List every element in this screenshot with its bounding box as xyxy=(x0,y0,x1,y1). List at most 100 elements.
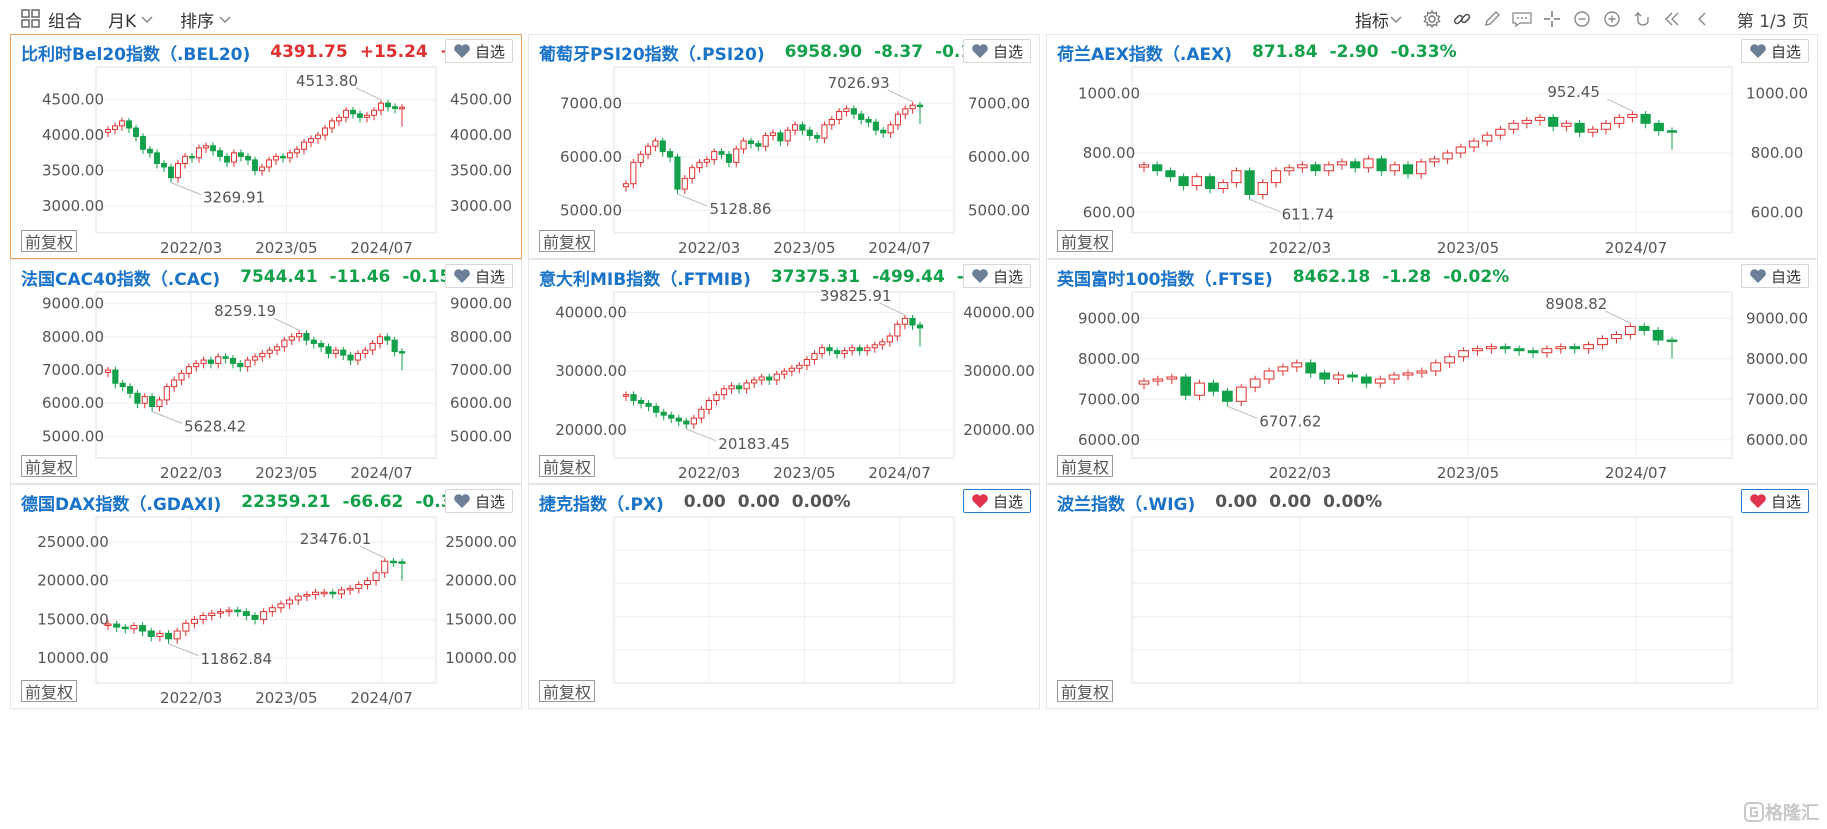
candlestick-chart[interactable] xyxy=(1047,485,1819,710)
price-adjust-button[interactable]: 前复权 xyxy=(539,680,596,702)
y-tick-label-left: 6000.00 xyxy=(560,148,622,166)
candle-body xyxy=(1534,116,1546,121)
sort-dropdown[interactable]: 排序 xyxy=(180,7,232,32)
watchlist-button[interactable]: 自选 xyxy=(445,489,513,513)
watchlist-button[interactable]: 自选 xyxy=(445,39,513,63)
candlestick-chart[interactable]: 10000.00 10000.00 15000.00 15000.00 20000.00… xyxy=(11,485,523,710)
pencil-icon[interactable] xyxy=(1479,6,1505,32)
chart-panel[interactable]: 葡萄牙PSI20指数（.PSI20)6958.90-8.37-0.12%自选50… xyxy=(528,34,1040,259)
panel-name[interactable]: 法国CAC40指数（.CAC) xyxy=(21,269,221,290)
panel-name[interactable]: 荷兰AEX指数（.AEX) xyxy=(1057,44,1232,65)
x-tick-label: 2022/03 xyxy=(160,689,222,707)
candle-body xyxy=(134,392,141,404)
candle-body xyxy=(372,572,380,582)
candle-body xyxy=(231,152,237,163)
panel-value: 871.84 xyxy=(1251,42,1318,62)
y-tick-label-left: 3000.00 xyxy=(42,197,104,215)
high-label: 952.45 xyxy=(1547,83,1600,101)
chart-panel[interactable]: 法国CAC40指数（.CAC) 7544.41 -11.46 -0.15% 自选 5000… xyxy=(10,259,522,484)
price-adjust-button[interactable]: 前复权 xyxy=(539,230,596,252)
candlestick-chart[interactable]: 5000.00 5000.00 6000.00 6000.00 7000.00 7000.… xyxy=(11,260,523,485)
panel-name[interactable]: 比利时Bel20指数（.BEL20) xyxy=(21,44,251,65)
price-adjust-button[interactable]: 前复权 xyxy=(1057,455,1114,477)
link-icon[interactable] xyxy=(1449,6,1475,32)
price-adjust-button[interactable]: 前复权 xyxy=(21,230,78,252)
candle-body xyxy=(879,341,886,346)
combo-button[interactable]: 组合 xyxy=(16,7,82,32)
grid-icon xyxy=(21,9,40,28)
panel-name[interactable]: 捷克指数（.PX) xyxy=(539,494,664,515)
panel-name[interactable]: 波兰指数（.WIG) xyxy=(1057,494,1196,515)
candle-body xyxy=(139,625,147,632)
candle-body xyxy=(229,357,237,364)
candle-body xyxy=(1666,130,1678,133)
candle-body xyxy=(864,347,871,352)
high-pointer xyxy=(1607,98,1633,112)
x-tick-label: 2023/05 xyxy=(255,689,317,707)
step-backward-icon[interactable] xyxy=(1689,6,1715,32)
price-adjust-button[interactable]: 前复权 xyxy=(21,680,78,702)
chart-panel[interactable]: 捷克指数（.PX) 0.00 0.00 0.00% 自选 前复权 xyxy=(528,484,1040,709)
candlestick-chart[interactable]: 600.00 600.00 800.00 800.00 1000.00 1000.00 20… xyxy=(1047,35,1819,260)
fast-backward-icon[interactable] xyxy=(1659,6,1685,32)
panel-name[interactable]: 葡萄牙PSI20指数（.PSI20) xyxy=(539,44,765,65)
toolbar-right: 指标 第 1/3 页 xyxy=(1355,0,1809,38)
price-adjust-button[interactable]: 前复权 xyxy=(1057,680,1114,702)
y-tick-label-right: 8000.00 xyxy=(1746,350,1808,368)
y-tick-label-left: 3500.00 xyxy=(42,162,104,180)
y-tick-label-right: 9000.00 xyxy=(1746,309,1808,327)
candle-body xyxy=(1138,380,1150,385)
candle-body xyxy=(384,336,391,341)
x-tick-label: 2023/05 xyxy=(1437,464,1499,482)
panel-name[interactable]: 德国DAX指数（.GDAXI) xyxy=(21,494,222,515)
chart-panel[interactable]: 比利时Bel20指数（.BEL20)4391.75+15.24+0.35%自选3… xyxy=(10,34,522,259)
settings-gear-icon[interactable] xyxy=(1419,6,1445,32)
zoom-in-icon[interactable] xyxy=(1599,6,1625,32)
y-tick-label-left: 5000.00 xyxy=(42,427,104,445)
chart-panel[interactable]: 英国富时100指数（.FTSE) 8462.18 -1.28 -0.02% 自选 6000… xyxy=(1046,259,1818,484)
watchlist-button[interactable]: 自选 xyxy=(1741,39,1809,63)
panel-name[interactable]: 意大利MIB指数（.FTMIB) xyxy=(539,269,751,290)
zoom-out-icon[interactable] xyxy=(1569,6,1595,32)
candlestick-chart[interactable] xyxy=(529,485,1041,710)
comment-icon[interactable] xyxy=(1509,6,1535,32)
candle-body xyxy=(1363,158,1374,169)
candle-body xyxy=(260,611,268,620)
candle-body xyxy=(369,342,376,351)
indicator-dropdown[interactable]: 指标 xyxy=(1355,7,1403,32)
chart-panel[interactable]: 德国DAX指数（.GDAXI)22359.21-66.62-0.30%自选100… xyxy=(10,484,522,709)
panel-header: 荷兰AEX指数（.AEX) 871.84 -2.90 -0.33% xyxy=(1057,39,1457,65)
candle-body xyxy=(1305,362,1317,374)
y-tick-label-right: 7000.00 xyxy=(968,94,1030,112)
watchlist-button[interactable]: 自选 xyxy=(963,489,1031,513)
candlestick-chart[interactable]: 5000.00 5000.00 6000.00 6000.00 7000.00 7000.… xyxy=(529,35,1041,260)
watchlist-button[interactable]: 自选 xyxy=(1741,489,1809,513)
watchlist-button[interactable]: 自选 xyxy=(963,39,1031,63)
price-adjust-button[interactable]: 前复权 xyxy=(539,455,596,477)
chart-panel[interactable]: 波兰指数（.WIG) 0.00 0.00 0.00% 自选前复权 xyxy=(1046,484,1818,709)
undo-icon[interactable] xyxy=(1629,6,1655,32)
price-adjust-button[interactable]: 前复权 xyxy=(21,455,78,477)
candlestick-chart[interactable]: 3000.00 3000.00 3500.00 3500.00 4000.00 4000.… xyxy=(11,35,523,260)
panel-header: 波兰指数（.WIG) 0.00 0.00 0.00% xyxy=(1057,489,1382,515)
candlestick-chart[interactable]: 6000.00 6000.00 7000.00 7000.00 8000.00 8000.… xyxy=(1047,260,1819,485)
price-adjust-button[interactable]: 前复权 xyxy=(1057,230,1114,252)
candle-body xyxy=(773,373,780,381)
watchlist-button[interactable]: 自选 xyxy=(963,264,1031,288)
chart-panel[interactable]: 荷兰AEX指数（.AEX) 871.84 -2.90 -0.33% 自选 600.00 60… xyxy=(1046,34,1818,259)
candle-body xyxy=(711,151,718,161)
watchlist-button[interactable]: 自选 xyxy=(445,264,513,288)
candlestick-chart[interactable]: 20000.00 20000.00 30000.00 30000.00 40000.00… xyxy=(529,260,1041,485)
crosshair-icon[interactable] xyxy=(1539,6,1565,32)
candle-body xyxy=(1319,372,1330,380)
panel-change: +15.24 xyxy=(359,42,428,62)
watchlist-button[interactable]: 自选 xyxy=(1741,264,1809,288)
chart-panel[interactable]: 意大利MIB指数（.FTMIB)37375.31-499.44-1.32%自选2… xyxy=(528,259,1040,484)
candle-body xyxy=(371,109,377,116)
panel-name[interactable]: 英国富时100指数（.FTSE) xyxy=(1057,269,1273,290)
period-dropdown[interactable]: 月K xyxy=(108,7,154,32)
candle-body xyxy=(1166,376,1178,380)
heart-icon xyxy=(1750,269,1766,283)
plot-frame xyxy=(95,66,437,234)
candle-body xyxy=(740,140,747,150)
